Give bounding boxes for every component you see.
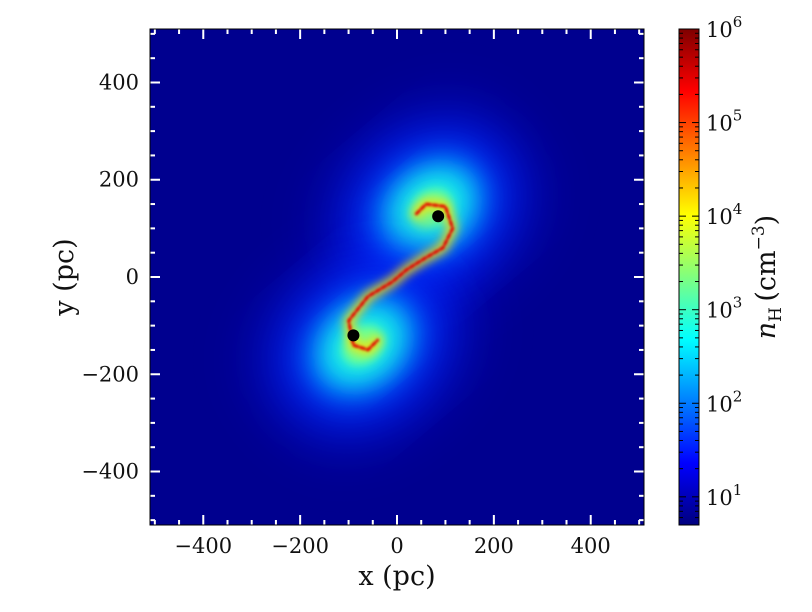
colorbar-tick-label: 106 bbox=[706, 13, 742, 42]
colorbar-tick-label: 104 bbox=[706, 200, 742, 229]
colorbar-gradient bbox=[678, 28, 700, 526]
plot-frame bbox=[149, 28, 645, 526]
y-axis-label: y (pc) bbox=[49, 238, 80, 316]
colorbar-ticks: 101 102 103 104 105 106 bbox=[679, 13, 742, 526]
colorbar: 101 102 103 104 105 106 bbox=[678, 13, 742, 526]
x-tick-label: −400 bbox=[174, 534, 232, 558]
density-map bbox=[150, 29, 644, 525]
colorbar-tick-label: 103 bbox=[706, 294, 742, 323]
black-hole-marker bbox=[432, 210, 445, 223]
y-tick-label: 0 bbox=[126, 265, 139, 289]
x-tick-label: 400 bbox=[571, 534, 611, 558]
colorbar-tick-label: 102 bbox=[706, 387, 742, 416]
x-tick-label: 0 bbox=[390, 534, 403, 558]
axis-ticks bbox=[150, 29, 644, 525]
x-tick-label: −200 bbox=[271, 534, 329, 558]
y-tick-label: −400 bbox=[81, 460, 139, 484]
colorbar-tick-label: 101 bbox=[706, 481, 742, 510]
dense-arm bbox=[347, 202, 455, 352]
colorbar-label: nH (cm−3) bbox=[749, 215, 786, 339]
y-tick-label: 200 bbox=[99, 168, 139, 192]
colorbar-tick-label: 105 bbox=[706, 107, 742, 136]
y-tick-label: 400 bbox=[99, 70, 139, 94]
y-tick-label: −200 bbox=[81, 362, 139, 386]
x-tick-labels: −400 −200 0 200 400 bbox=[174, 534, 610, 558]
x-axis-label: x (pc) bbox=[358, 561, 435, 592]
y-tick-labels: −400 −200 0 200 400 bbox=[81, 70, 139, 483]
x-tick-label: 200 bbox=[474, 534, 514, 558]
black-hole-marker bbox=[347, 329, 360, 342]
